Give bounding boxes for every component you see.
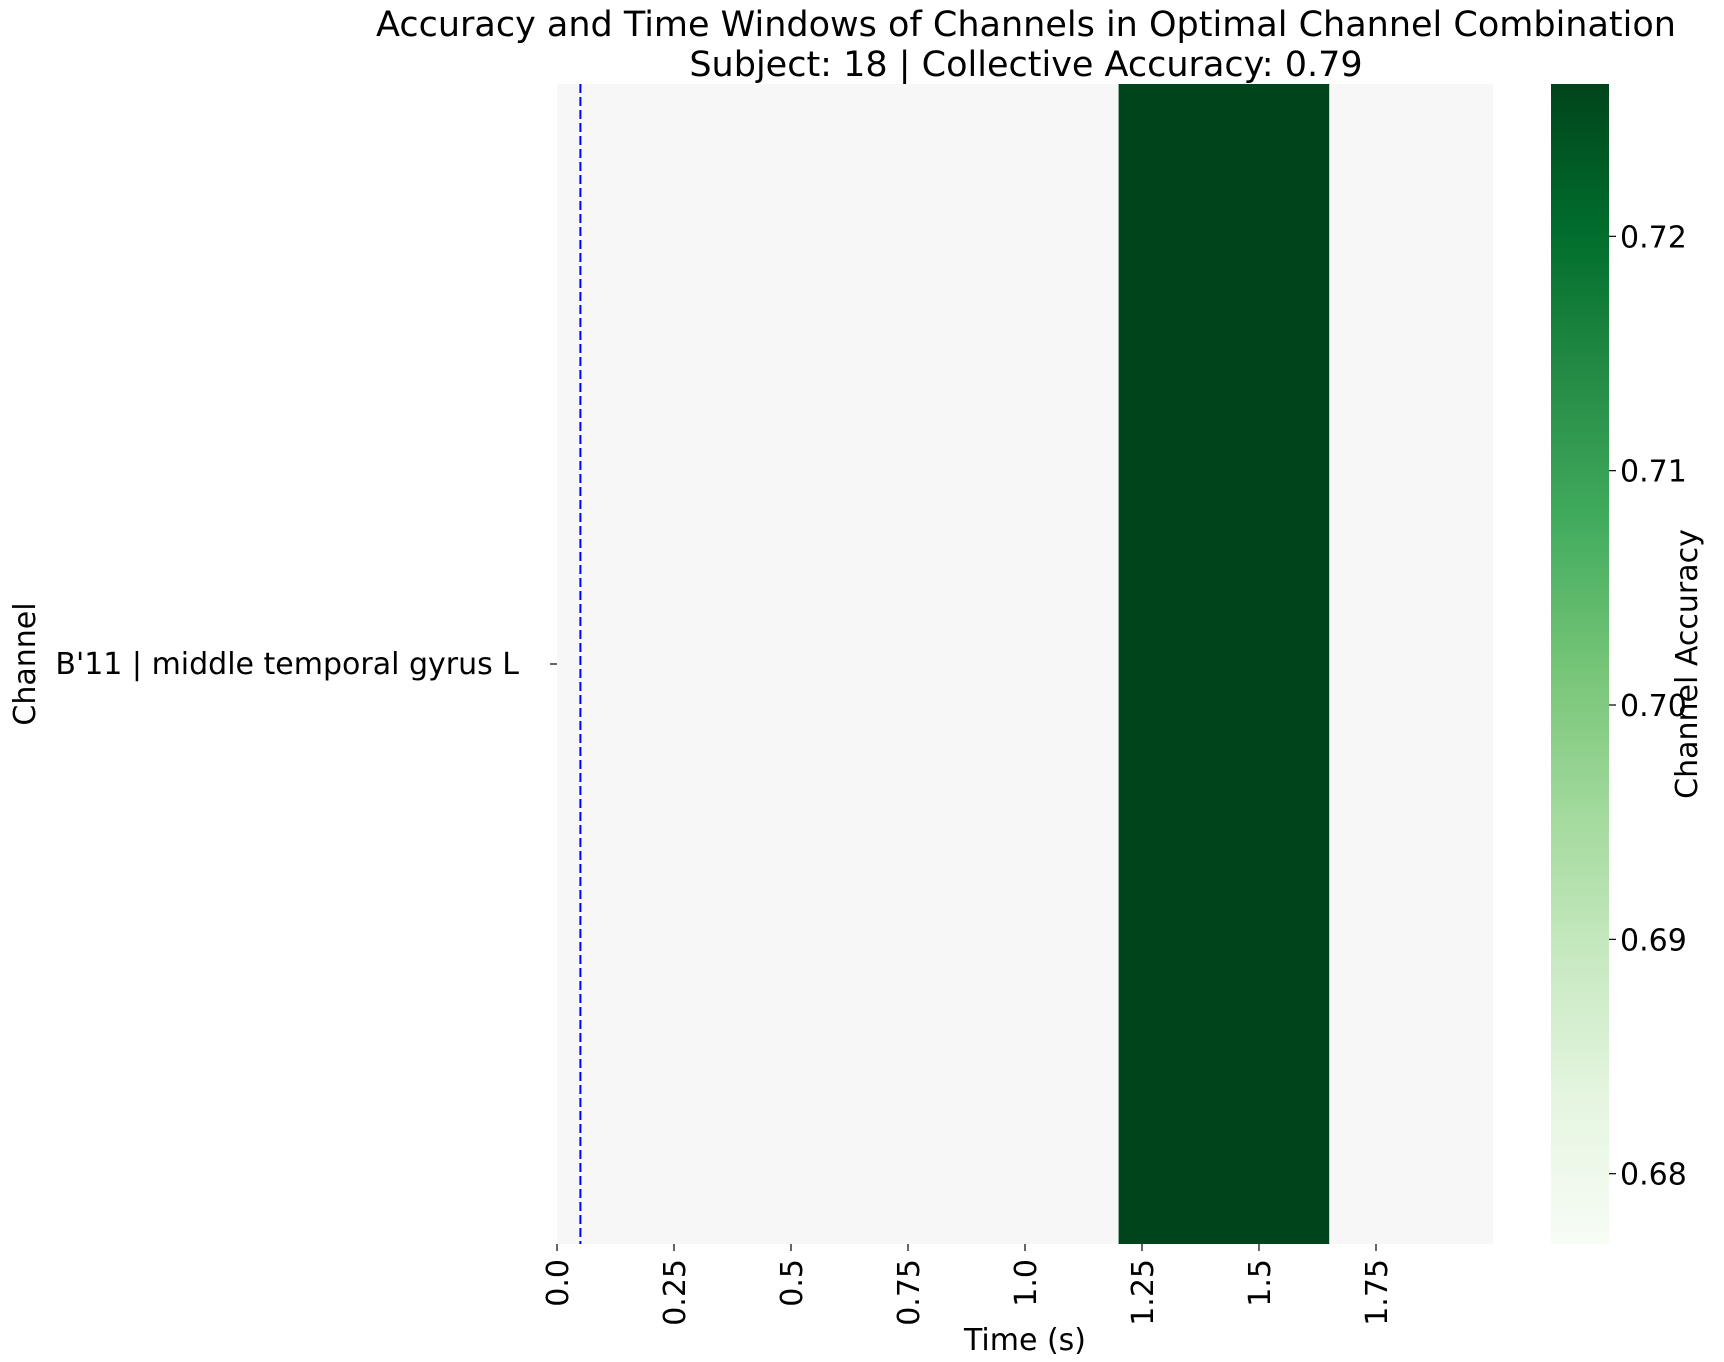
- colorbar-tick-label: 0.72: [1620, 220, 1687, 255]
- x-tick-label: 1.0: [1009, 1259, 1044, 1307]
- colorbar-tick-label: 0.68: [1620, 1158, 1687, 1193]
- x-tick-label: 0.5: [775, 1259, 810, 1307]
- heatmap-cell-window-0: [1118, 84, 1330, 1244]
- chart-title: Accuracy and Time Windows of Channels in…: [376, 5, 1676, 45]
- heatmap-cells: [1118, 84, 1330, 1244]
- x-tick-label: 1.5: [1243, 1259, 1278, 1307]
- plot-area: [557, 84, 1493, 1244]
- colorbar-tick-label: 0.69: [1620, 923, 1687, 958]
- x-tick-label: 1.25: [1126, 1259, 1161, 1326]
- x-axis: 0.0 0.25 0.5 0.75 1.0 1.25 1.5 1.75: [541, 1244, 1395, 1326]
- x-tick-label: 0.0: [541, 1259, 576, 1307]
- x-tick-label: 0.75: [892, 1259, 927, 1326]
- colorbar-ticks: 0.68 0.69 0.70 0.71 0.72: [1609, 220, 1687, 1193]
- chart-subtitle: Subject: 18 | Collective Accuracy: 0.79: [689, 45, 1362, 85]
- x-tick-label: 0.25: [658, 1259, 693, 1326]
- y-axis-label: Channel: [8, 602, 43, 725]
- colorbar-tick-label: 0.71: [1620, 455, 1687, 490]
- y-tick-label: B'11 | middle temporal gyrus L: [55, 647, 519, 682]
- colorbar-label: Channel Accuracy: [1670, 529, 1705, 799]
- colorbar: 0.68 0.69 0.70 0.71 0.72 Channel Accuracy: [1551, 84, 1705, 1244]
- x-tick-label: 1.75: [1360, 1259, 1395, 1326]
- x-axis-label: Time (s): [963, 1323, 1086, 1358]
- heatmap-background-cell: [557, 84, 1493, 1244]
- colorbar-gradient: [1551, 84, 1609, 1244]
- y-axis: B'11 | middle temporal gyrus L: [55, 647, 557, 682]
- colorbar-tick-label: 0.70: [1620, 689, 1687, 724]
